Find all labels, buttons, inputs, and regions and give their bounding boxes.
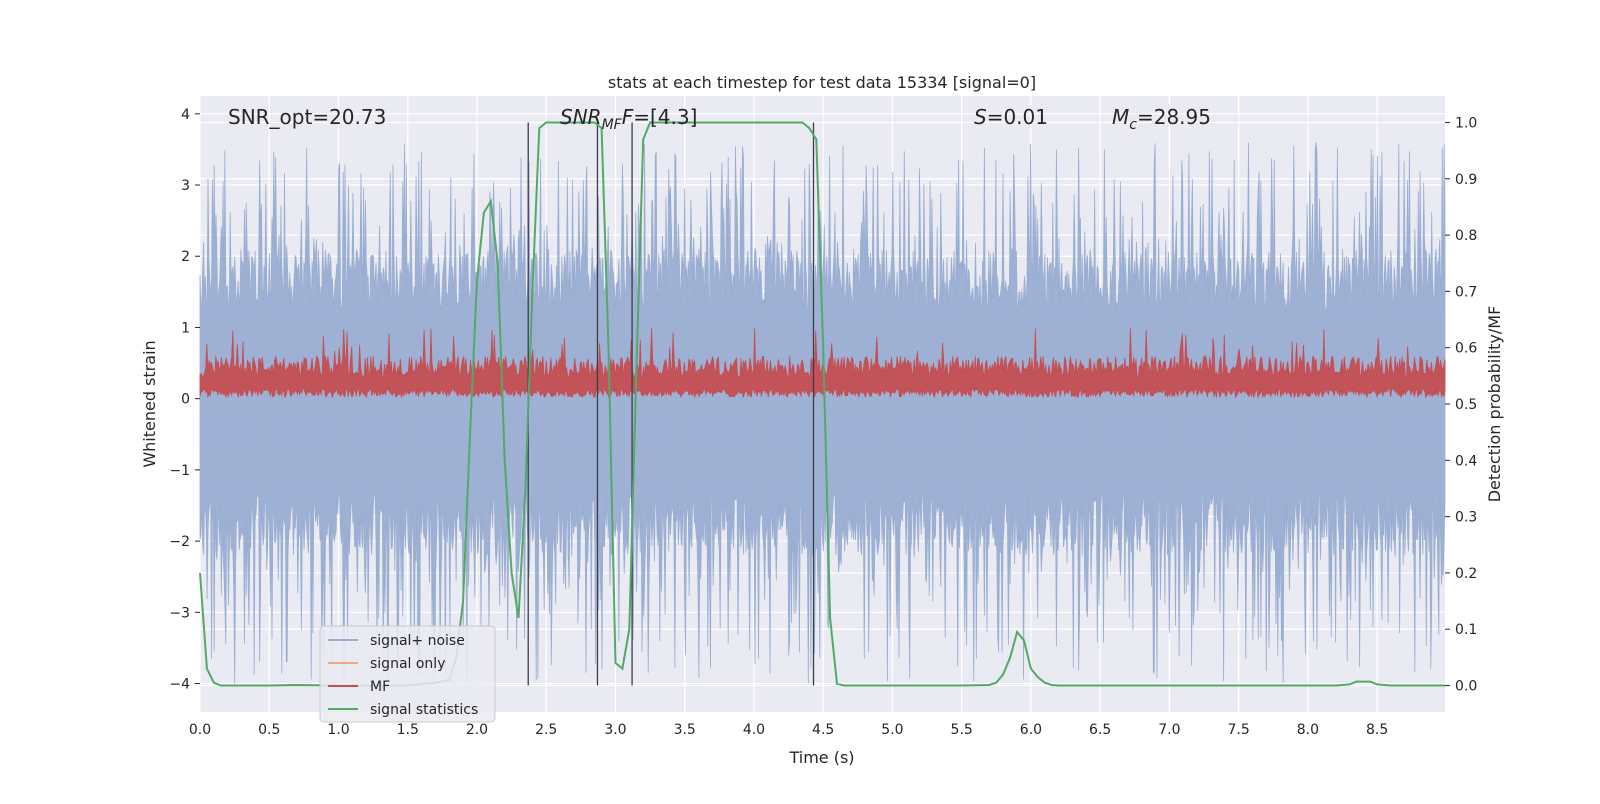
snr-mf-f: F xyxy=(622,105,634,129)
s-value: =0.01 xyxy=(987,105,1048,129)
x-tick-label: 0.5 xyxy=(258,722,280,738)
y-right-tick-label: 0.3 xyxy=(1455,510,1477,526)
legend-label-signal-noise: signal+ noise xyxy=(370,633,465,649)
y-right-tick-label: 0.2 xyxy=(1455,566,1477,582)
signal-noise-band xyxy=(199,142,1446,684)
annotation-mc: Mc=28.95 xyxy=(1112,105,1211,133)
mf-band xyxy=(199,327,1446,399)
y-tick-label: −4 xyxy=(169,677,190,693)
x-tick-label: 5.0 xyxy=(881,722,903,738)
y-right-tick-label: 0.9 xyxy=(1455,172,1477,188)
y-right-tick-label: 0.8 xyxy=(1455,228,1477,244)
x-tick-label: 2.0 xyxy=(466,722,488,738)
x-tick-label: 8.0 xyxy=(1297,722,1319,738)
legend-label-mf: MF xyxy=(370,679,390,695)
y-tick-label: 1 xyxy=(181,320,190,336)
y-tick-label: −1 xyxy=(169,463,190,479)
y-axis-label: Whitened strain xyxy=(140,340,159,467)
x-tick-label: 3.0 xyxy=(604,722,626,738)
legend-label-signal-only: signal only xyxy=(370,656,445,672)
y-right-axis-label: Detection probability/MF xyxy=(1485,306,1504,503)
x-tick-label: 2.5 xyxy=(535,722,557,738)
y-tick-label: 0 xyxy=(181,392,190,408)
x-tick-label: 0.0 xyxy=(189,722,211,738)
x-tick-label: 1.5 xyxy=(397,722,419,738)
mc-main: M xyxy=(1112,105,1129,129)
x-tick-label: 7.5 xyxy=(1228,722,1250,738)
mc-value: =28.95 xyxy=(1137,105,1211,129)
x-tick-label: 6.5 xyxy=(1089,722,1111,738)
y-right-tick-label: 0.0 xyxy=(1455,679,1477,695)
x-tick-label: 4.0 xyxy=(743,722,765,738)
y-right-tick-label: 0.7 xyxy=(1455,284,1477,300)
snr-mf-main: SNR xyxy=(560,105,602,129)
legend: signal+ noise signal only MF signal stat… xyxy=(319,625,496,723)
y-right-tick-label: 1.0 xyxy=(1455,115,1477,131)
x-tick-label: 5.5 xyxy=(951,722,973,738)
y-tick-label: 3 xyxy=(181,178,190,194)
x-tick-label: 7.0 xyxy=(1158,722,1180,738)
s-main: S xyxy=(974,105,987,129)
x-tick-label: 3.5 xyxy=(674,722,696,738)
y-tick-label: 2 xyxy=(181,249,190,265)
x-tick-label: 4.5 xyxy=(812,722,834,738)
x-axis-label: Time (s) xyxy=(788,748,854,767)
axis-ticks: 0.0 0.5 1.0 1.5 2.0 2.5 3.0 3.5 4.0 4.5 5.0 5.5 6.0 6… xyxy=(169,107,1477,738)
y-right-tick-label: 0.6 xyxy=(1455,341,1477,357)
y-right-tick-label: 0.4 xyxy=(1455,453,1477,469)
y-tick-label: 4 xyxy=(181,107,190,123)
annotation-snr-mf: SNRMFF=[4.3] xyxy=(560,105,697,133)
signal-noise-series xyxy=(199,142,1446,684)
chart-title: stats at each timestep for test data 153… xyxy=(608,73,1036,92)
annotation-snr-opt: SNR_opt=20.73 xyxy=(228,105,386,129)
annotation-s: S=0.01 xyxy=(974,105,1048,129)
y-tick-label: −3 xyxy=(169,605,190,621)
mc-sub: c xyxy=(1129,117,1137,133)
y-tick-label: −2 xyxy=(169,534,190,550)
snr-mf-value: =[4.3] xyxy=(633,105,697,129)
y-right-tick-label: 0.5 xyxy=(1455,397,1477,413)
legend-box xyxy=(319,625,496,723)
snr-mf-sub: MF xyxy=(602,117,623,133)
x-tick-label: 1.0 xyxy=(327,722,349,738)
y-right-tick-label: 0.1 xyxy=(1455,622,1477,638)
x-tick-label: 6.0 xyxy=(1020,722,1042,738)
x-tick-label: 8.5 xyxy=(1366,722,1388,738)
mf-series xyxy=(199,327,1446,399)
legend-label-signal-statistics: signal statistics xyxy=(370,702,478,718)
